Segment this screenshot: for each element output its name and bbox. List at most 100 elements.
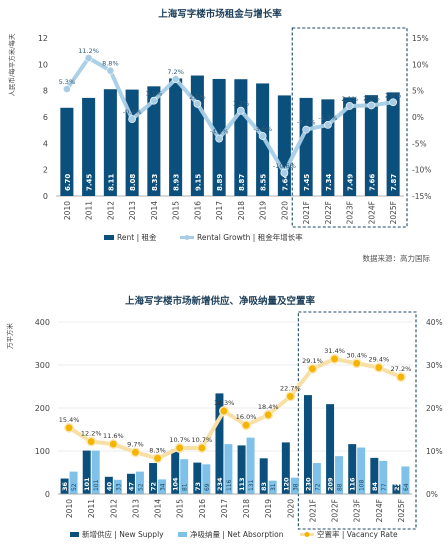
chart1-y2-tick: 10% bbox=[412, 60, 429, 69]
chart2-supply-label: 47 bbox=[127, 482, 135, 491]
chart1-legend-rent: Rent | 租金 bbox=[117, 232, 157, 242]
chart2-vacancy-point bbox=[130, 447, 141, 458]
chart2-supply-bar bbox=[126, 473, 135, 494]
chart2-vacancy-point bbox=[218, 406, 229, 416]
chart2-vacancy-label: 29.1% bbox=[302, 357, 323, 365]
chart1-rent-label: 7.49 bbox=[347, 174, 355, 191]
chart2-x-tick: 2023F bbox=[353, 499, 362, 522]
chart1-x-tick: 2020 bbox=[280, 201, 289, 220]
chart2-supply-label: 209 bbox=[327, 477, 335, 491]
chart2-vacancy-label: 8.3% bbox=[149, 446, 166, 454]
chart1-legend-rent-swatch bbox=[104, 235, 114, 240]
chart2-absorption-label: 52 bbox=[71, 483, 78, 491]
chart1-x-tick: 2016 bbox=[193, 201, 202, 220]
chart1-growth-label: -2.4% bbox=[297, 119, 316, 127]
chart1-rent-label: 7.66 bbox=[368, 174, 376, 191]
chart1-rent-label: 7.45 bbox=[303, 174, 311, 191]
chart1-growth-label: -4.1% bbox=[210, 128, 229, 136]
chart2-supply-label: 230 bbox=[304, 477, 312, 491]
chart1-growth-label: -1.5% bbox=[318, 114, 337, 122]
chart2-absorption-label: 101 bbox=[93, 479, 100, 491]
chart1-y-tick: 8 bbox=[43, 87, 48, 96]
chart2-absorption-bar bbox=[113, 479, 122, 494]
chart1-x-tick: 2011 bbox=[85, 201, 94, 220]
chart2-x-tick: 2012 bbox=[109, 499, 118, 518]
chart1-y2-tick: -5% bbox=[412, 139, 427, 148]
chart2-y-tick: 400 bbox=[35, 318, 50, 327]
chart2-y-tick: 200 bbox=[35, 404, 50, 413]
chart2-supply-label: 116 bbox=[349, 477, 357, 491]
chart2-absorption-label: 69 bbox=[204, 483, 211, 491]
chart2-absorption-bar bbox=[246, 437, 255, 494]
chart2-supply-bar bbox=[326, 404, 335, 494]
chart1-growth-point bbox=[323, 121, 332, 129]
chart2-x-tick: 2019 bbox=[264, 499, 273, 518]
chart2-absorption-label: 88 bbox=[337, 483, 344, 491]
chart1-growth-point bbox=[128, 115, 137, 124]
chart2-vacancy-point bbox=[351, 358, 362, 369]
chart2-x-tick: 2013 bbox=[131, 499, 140, 518]
chart1-growth-point bbox=[389, 98, 398, 107]
chart1-rent-label: 8.93 bbox=[173, 174, 181, 191]
chart2-vacancy-label: 29.4% bbox=[368, 356, 389, 364]
chart1-x-tick: 2024F bbox=[367, 201, 376, 224]
chart2-absorption-bar bbox=[335, 456, 344, 494]
chart2-absorption-bar bbox=[312, 463, 321, 494]
chart2-absorption-bar bbox=[69, 471, 78, 494]
chart1-growth-label: 2.5% bbox=[189, 93, 206, 101]
chart1-rent-bar bbox=[299, 97, 313, 196]
chart2-supply-bar bbox=[215, 393, 224, 494]
chart2-absorption-label: 131 bbox=[248, 479, 255, 491]
chart1-rent-label: 8.33 bbox=[151, 174, 159, 191]
chart2-vacancy-label: 10.7% bbox=[169, 436, 190, 444]
chart1-y-axis-label: 人民币/每平方米/每天 bbox=[7, 33, 16, 96]
chart2-supply-bar bbox=[370, 457, 379, 494]
chart2-vacancy-label: 10.7% bbox=[191, 436, 212, 444]
chart2-forecast-box bbox=[297, 311, 417, 530]
chart2-legend-absorption-swatch bbox=[178, 532, 187, 537]
chart2-vacancy-point bbox=[307, 363, 318, 374]
chart2-y2-tick: 0% bbox=[426, 490, 438, 499]
chart2-supply-bar bbox=[82, 450, 91, 494]
chart1-y2-tick: 15% bbox=[412, 34, 429, 43]
chart2-x-tick: 2017 bbox=[220, 499, 229, 518]
chart1-rent-label: 8.11 bbox=[107, 174, 115, 191]
chart2-supply-label: 101 bbox=[83, 477, 91, 491]
chart2-vacancy-point bbox=[395, 372, 406, 382]
chart2-x-tick: 2011 bbox=[87, 499, 96, 518]
chart1-rent-bar bbox=[60, 107, 74, 196]
chart2-legend-supply-swatch bbox=[70, 532, 79, 537]
chart2-supply-bar bbox=[392, 484, 401, 494]
chart1-growth-label: -10.6% bbox=[273, 162, 296, 170]
chart1-growth-label: 7.2% bbox=[167, 68, 184, 76]
chart2-absorption-label: 64 bbox=[403, 483, 410, 491]
chart2-vacancy-label: 15.4% bbox=[59, 416, 80, 424]
chart1-growth-label: -3.6% bbox=[253, 125, 272, 133]
chart2-absorption-label: 38 bbox=[292, 483, 299, 491]
chart1-growth-point bbox=[302, 125, 311, 134]
chart2-supply-label: 120 bbox=[282, 477, 290, 491]
chart2-vacancy-label: 16.0% bbox=[236, 413, 257, 421]
chart2-supply-label: 22 bbox=[393, 482, 401, 491]
chart1-growth-point bbox=[236, 106, 245, 115]
chart1-y2-tick: -15% bbox=[412, 192, 431, 201]
chart2-legend-supply: 新增供应 | New Supply bbox=[82, 529, 164, 539]
chart1-x-tick: 2025F bbox=[389, 201, 398, 224]
chart1-rent-label: 8.55 bbox=[260, 174, 268, 191]
chart1-growth-label: 1.2% bbox=[233, 100, 250, 108]
chart2-vacancy-point bbox=[285, 391, 296, 402]
chart2-y-tick: 300 bbox=[35, 361, 50, 370]
chart1-legend-growth: Rental Growth | 租金年增长率 bbox=[197, 232, 303, 242]
chart1-growth-label: 8.8% bbox=[102, 60, 119, 68]
chart2-absorption-label: 34 bbox=[160, 483, 167, 491]
chart1-rent-bar bbox=[169, 78, 183, 196]
chart2-x-tick: 2021F bbox=[308, 499, 317, 522]
chart2-supply-bar bbox=[193, 462, 202, 494]
chart2-absorption-bar bbox=[379, 460, 388, 494]
chart2-x-tick: 2024F bbox=[375, 499, 384, 522]
chart2-absorption-label: 81 bbox=[182, 483, 189, 491]
chart1-y-tick: 6 bbox=[43, 113, 48, 122]
chart2-vacancy-label: 9.7% bbox=[127, 440, 144, 448]
chart2-x-tick: 2016 bbox=[198, 499, 207, 518]
